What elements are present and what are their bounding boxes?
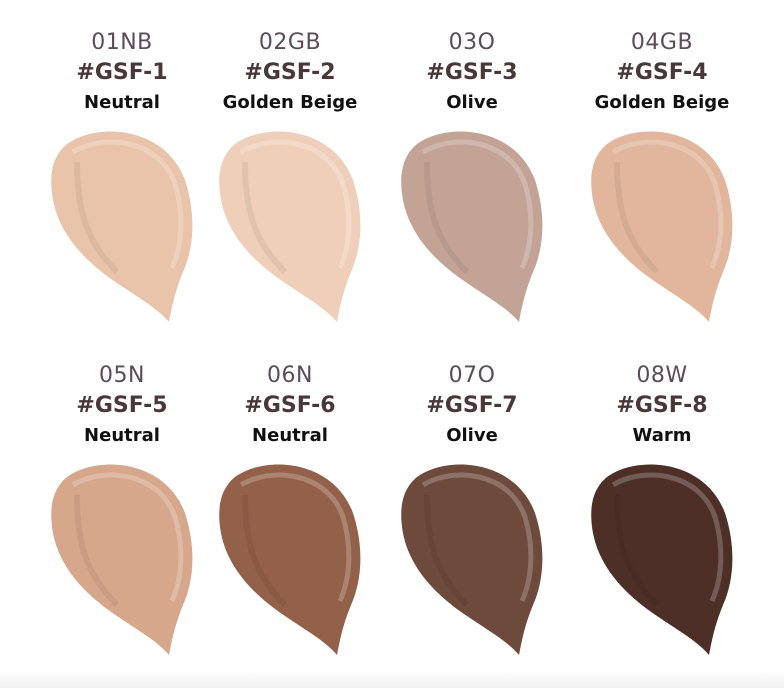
shade-undertone: Golden Beige <box>222 92 358 113</box>
shade-number: #GSF-5 <box>76 393 168 418</box>
shade-number: #GSF-8 <box>616 393 708 418</box>
shade-undertone: Golden Beige <box>594 92 730 113</box>
shade-code: 04GB <box>630 30 694 55</box>
shade-undertone: Neutral <box>252 425 328 446</box>
shade-code: 08W <box>636 363 688 388</box>
shade-card: 07O #GSF-7 Olive <box>377 361 567 655</box>
shade-undertone: Neutral <box>84 92 160 113</box>
shade-card: 02GB #GSF-2 Golden Beige <box>195 28 385 322</box>
shade-number: #GSF-3 <box>426 60 518 85</box>
color-swatch <box>401 131 543 322</box>
shade-number: #GSF-4 <box>616 60 708 85</box>
shade-number: #GSF-2 <box>244 60 336 85</box>
shade-code: 02GB <box>258 30 322 55</box>
color-swatch <box>219 131 361 322</box>
shade-card: 08W #GSF-8 Warm <box>567 361 757 655</box>
shade-number: #GSF-1 <box>76 60 168 85</box>
shade-undertone: Olive <box>446 425 498 446</box>
shade-code: 05N <box>99 363 145 388</box>
shade-card: 03O #GSF-3 Olive <box>377 28 567 322</box>
color-swatch <box>591 131 733 322</box>
shade-undertone: Neutral <box>84 425 160 446</box>
bottom-band <box>0 670 784 688</box>
color-swatch <box>401 464 543 655</box>
shade-card: 06N #GSF-6 Neutral <box>195 361 385 655</box>
color-swatch <box>219 464 361 655</box>
shade-card: 05N #GSF-5 Neutral <box>27 361 217 655</box>
shade-card: 01NB #GSF-1 Neutral <box>27 28 217 322</box>
shade-code: 07O <box>448 363 496 388</box>
shade-undertone: Warm <box>632 425 692 446</box>
shade-card: 04GB #GSF-4 Golden Beige <box>567 28 757 322</box>
color-swatch <box>591 464 733 655</box>
color-swatch <box>51 131 193 322</box>
shade-code: 03O <box>448 30 496 55</box>
shade-code: 01NB <box>91 30 153 55</box>
shade-undertone: Olive <box>446 92 498 113</box>
shade-code: 06N <box>267 363 313 388</box>
shade-number: #GSF-6 <box>244 393 336 418</box>
shade-number: #GSF-7 <box>426 393 518 418</box>
color-swatch <box>51 464 193 655</box>
